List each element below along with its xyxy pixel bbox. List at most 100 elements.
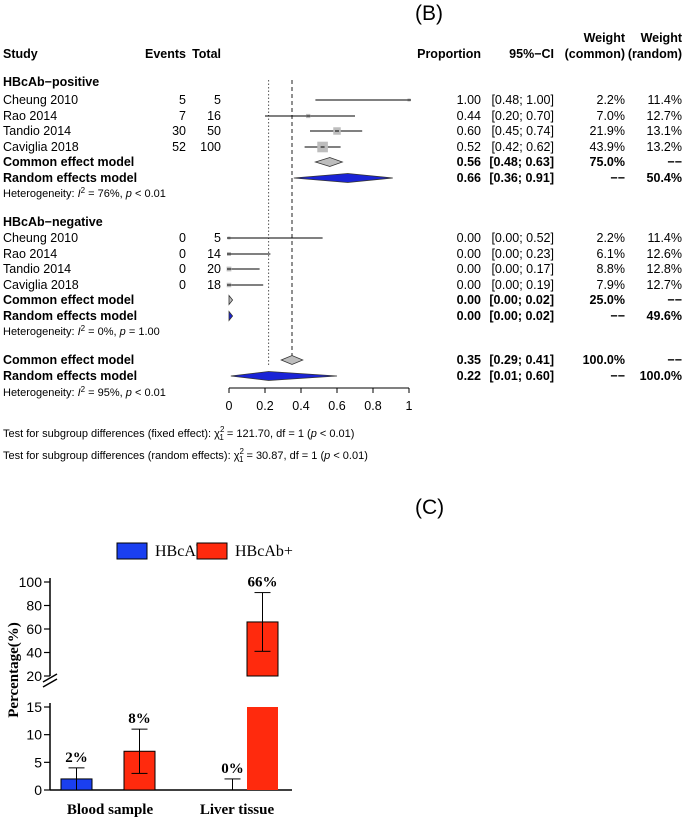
weight-random-value: 12.8% (647, 262, 682, 276)
random-effects-label: Random effects model (3, 171, 137, 185)
weight-common-value: 2.2% (597, 231, 626, 245)
subgroup-test-text: Test for subgroup differences (random ef… (3, 447, 368, 464)
header-weight-random-1: Weight (641, 31, 683, 45)
random-effects-label: Random effects model (3, 309, 137, 323)
weight-random-value: 12.6% (647, 247, 682, 261)
weight-random-value: 13.2% (647, 140, 682, 154)
study-events: 30 (172, 124, 186, 138)
header-weight-common-2: (common) (565, 47, 625, 61)
weight-random-value: 11.4% (647, 231, 682, 245)
weight-common-value: 8.8% (597, 262, 626, 276)
ci-value: [0.00; 0.02] (489, 309, 554, 323)
ci-value: [0.00; 0.17] (491, 262, 554, 276)
study-total: 5 (214, 93, 221, 107)
proportion-value: 1.00 (457, 93, 481, 107)
study-total: 14 (207, 247, 221, 261)
x-category-label: Liver tissue (200, 802, 275, 818)
ci-value: [0.36; 0.91] (489, 171, 554, 185)
study-name: Caviglia 2018 (3, 140, 79, 154)
weight-common-value: 100.0% (583, 353, 625, 367)
study-events: 0 (179, 278, 186, 292)
study-name: Cheung 2010 (3, 231, 78, 245)
weight-common-value: 25.0% (590, 293, 625, 307)
proportion-value: 0.44 (457, 109, 481, 123)
data-label: 8% (128, 711, 151, 727)
bar-1-1-lower (247, 707, 278, 790)
y-tick-label: 40 (26, 645, 42, 661)
header-proportion: Proportion (417, 47, 481, 61)
study-total: 20 (207, 262, 221, 276)
bar-chart: HBcAb- HBcAb+ 20 40 60 80 100 0 5 10 15Percentage(… (6, 542, 293, 818)
y-tick-label: 100 (19, 574, 43, 590)
study-events: 7 (179, 109, 186, 123)
proportion-value: 0.00 (457, 231, 481, 245)
x-tick-label: 0.6 (328, 399, 345, 413)
x-tick-label: 1 (406, 399, 413, 413)
x-tick-label: 0 (226, 399, 233, 413)
weight-common-value: −− (610, 369, 625, 383)
heterogeneity-text: Heterogeneity: I2 = 95%, p < 0.01 (3, 385, 166, 399)
weight-random-value: 100.0% (640, 369, 682, 383)
legend-label-1: HBcAb- (155, 543, 209, 560)
proportion-value: 0.66 (457, 171, 481, 185)
ci-value: [0.01; 0.60] (489, 369, 554, 383)
study-total: 5 (214, 231, 221, 245)
legend-label-2: HBcAb+ (235, 543, 293, 560)
ci-value: [0.42; 0.62] (491, 140, 554, 154)
axis-break-mark-lower (42, 678, 58, 688)
panel-c-label: (C) (415, 496, 445, 519)
header-weight-common-1: Weight (584, 31, 626, 45)
data-label: 2% (65, 750, 88, 766)
common-effect-label: Common effect model (3, 293, 134, 307)
ci-value: [0.29; 0.41] (489, 353, 554, 367)
proportion-value: 0.52 (457, 140, 481, 154)
y-tick-label: 60 (26, 621, 42, 637)
ci-value: [0.00; 0.23] (491, 247, 554, 261)
data-label: 66% (248, 575, 278, 591)
ci-value: [0.48; 1.00] (491, 93, 554, 107)
proportion-value: 0.22 (457, 369, 481, 383)
legend-swatch-2 (196, 542, 228, 560)
weight-common-value: 6.1% (597, 247, 626, 261)
subgroup-title: HBcAb−negative (3, 215, 103, 229)
weight-common-value: 7.0% (597, 109, 626, 123)
weight-random-value: −− (667, 293, 682, 307)
ci-value: [0.20; 0.70] (491, 109, 554, 123)
ci-value: [0.00; 0.52] (491, 231, 554, 245)
y-tick-label: 0 (34, 782, 42, 798)
ci-value: [0.00; 0.19] (491, 278, 554, 292)
proportion-value: 0.00 (457, 262, 481, 276)
weight-random-value: 12.7% (647, 278, 682, 292)
common-effect-diamond (314, 157, 344, 167)
weight-common-value: 7.9% (597, 278, 626, 292)
study-name: Caviglia 2018 (3, 278, 79, 292)
study-name: Cheung 2010 (3, 93, 78, 107)
proportion-value: 0.00 (457, 309, 481, 323)
heterogeneity-text: Heterogeneity: I2 = 76%, p < 0.01 (3, 186, 166, 200)
x-tick-label: 0.2 (256, 399, 273, 413)
ci-value: [0.45; 0.74] (491, 124, 554, 138)
ci-value: [0.48; 0.63] (489, 155, 554, 169)
weight-common-value: −− (610, 171, 625, 185)
weight-random-value: 11.4% (647, 93, 682, 107)
proportion-value: 0.00 (457, 293, 481, 307)
study-name: Tandio 2014 (3, 262, 71, 276)
x-category-label: Blood sample (67, 802, 154, 818)
header-events: Events (145, 47, 186, 61)
common-effect-label: Common effect model (3, 155, 134, 169)
weight-random-value: −− (667, 353, 682, 367)
heterogeneity-text: Heterogeneity: I2 = 0%, p = 1.00 (3, 324, 160, 338)
weight-common-value: 43.9% (590, 140, 625, 154)
weight-random-value: 49.6% (647, 309, 682, 323)
weight-random-value: −− (667, 155, 682, 169)
study-events: 0 (179, 247, 186, 261)
study-events: 52 (172, 140, 186, 154)
weight-common-value: 21.9% (590, 124, 625, 138)
y-tick-label: 15 (26, 699, 42, 715)
study-total: 18 (207, 278, 221, 292)
panel-b-label: (B) (415, 2, 443, 25)
weight-random-value: 12.7% (647, 109, 682, 123)
proportion-value: 0.35 (457, 353, 481, 367)
study-total: 16 (207, 109, 221, 123)
random-effects-diamond (228, 310, 234, 322)
